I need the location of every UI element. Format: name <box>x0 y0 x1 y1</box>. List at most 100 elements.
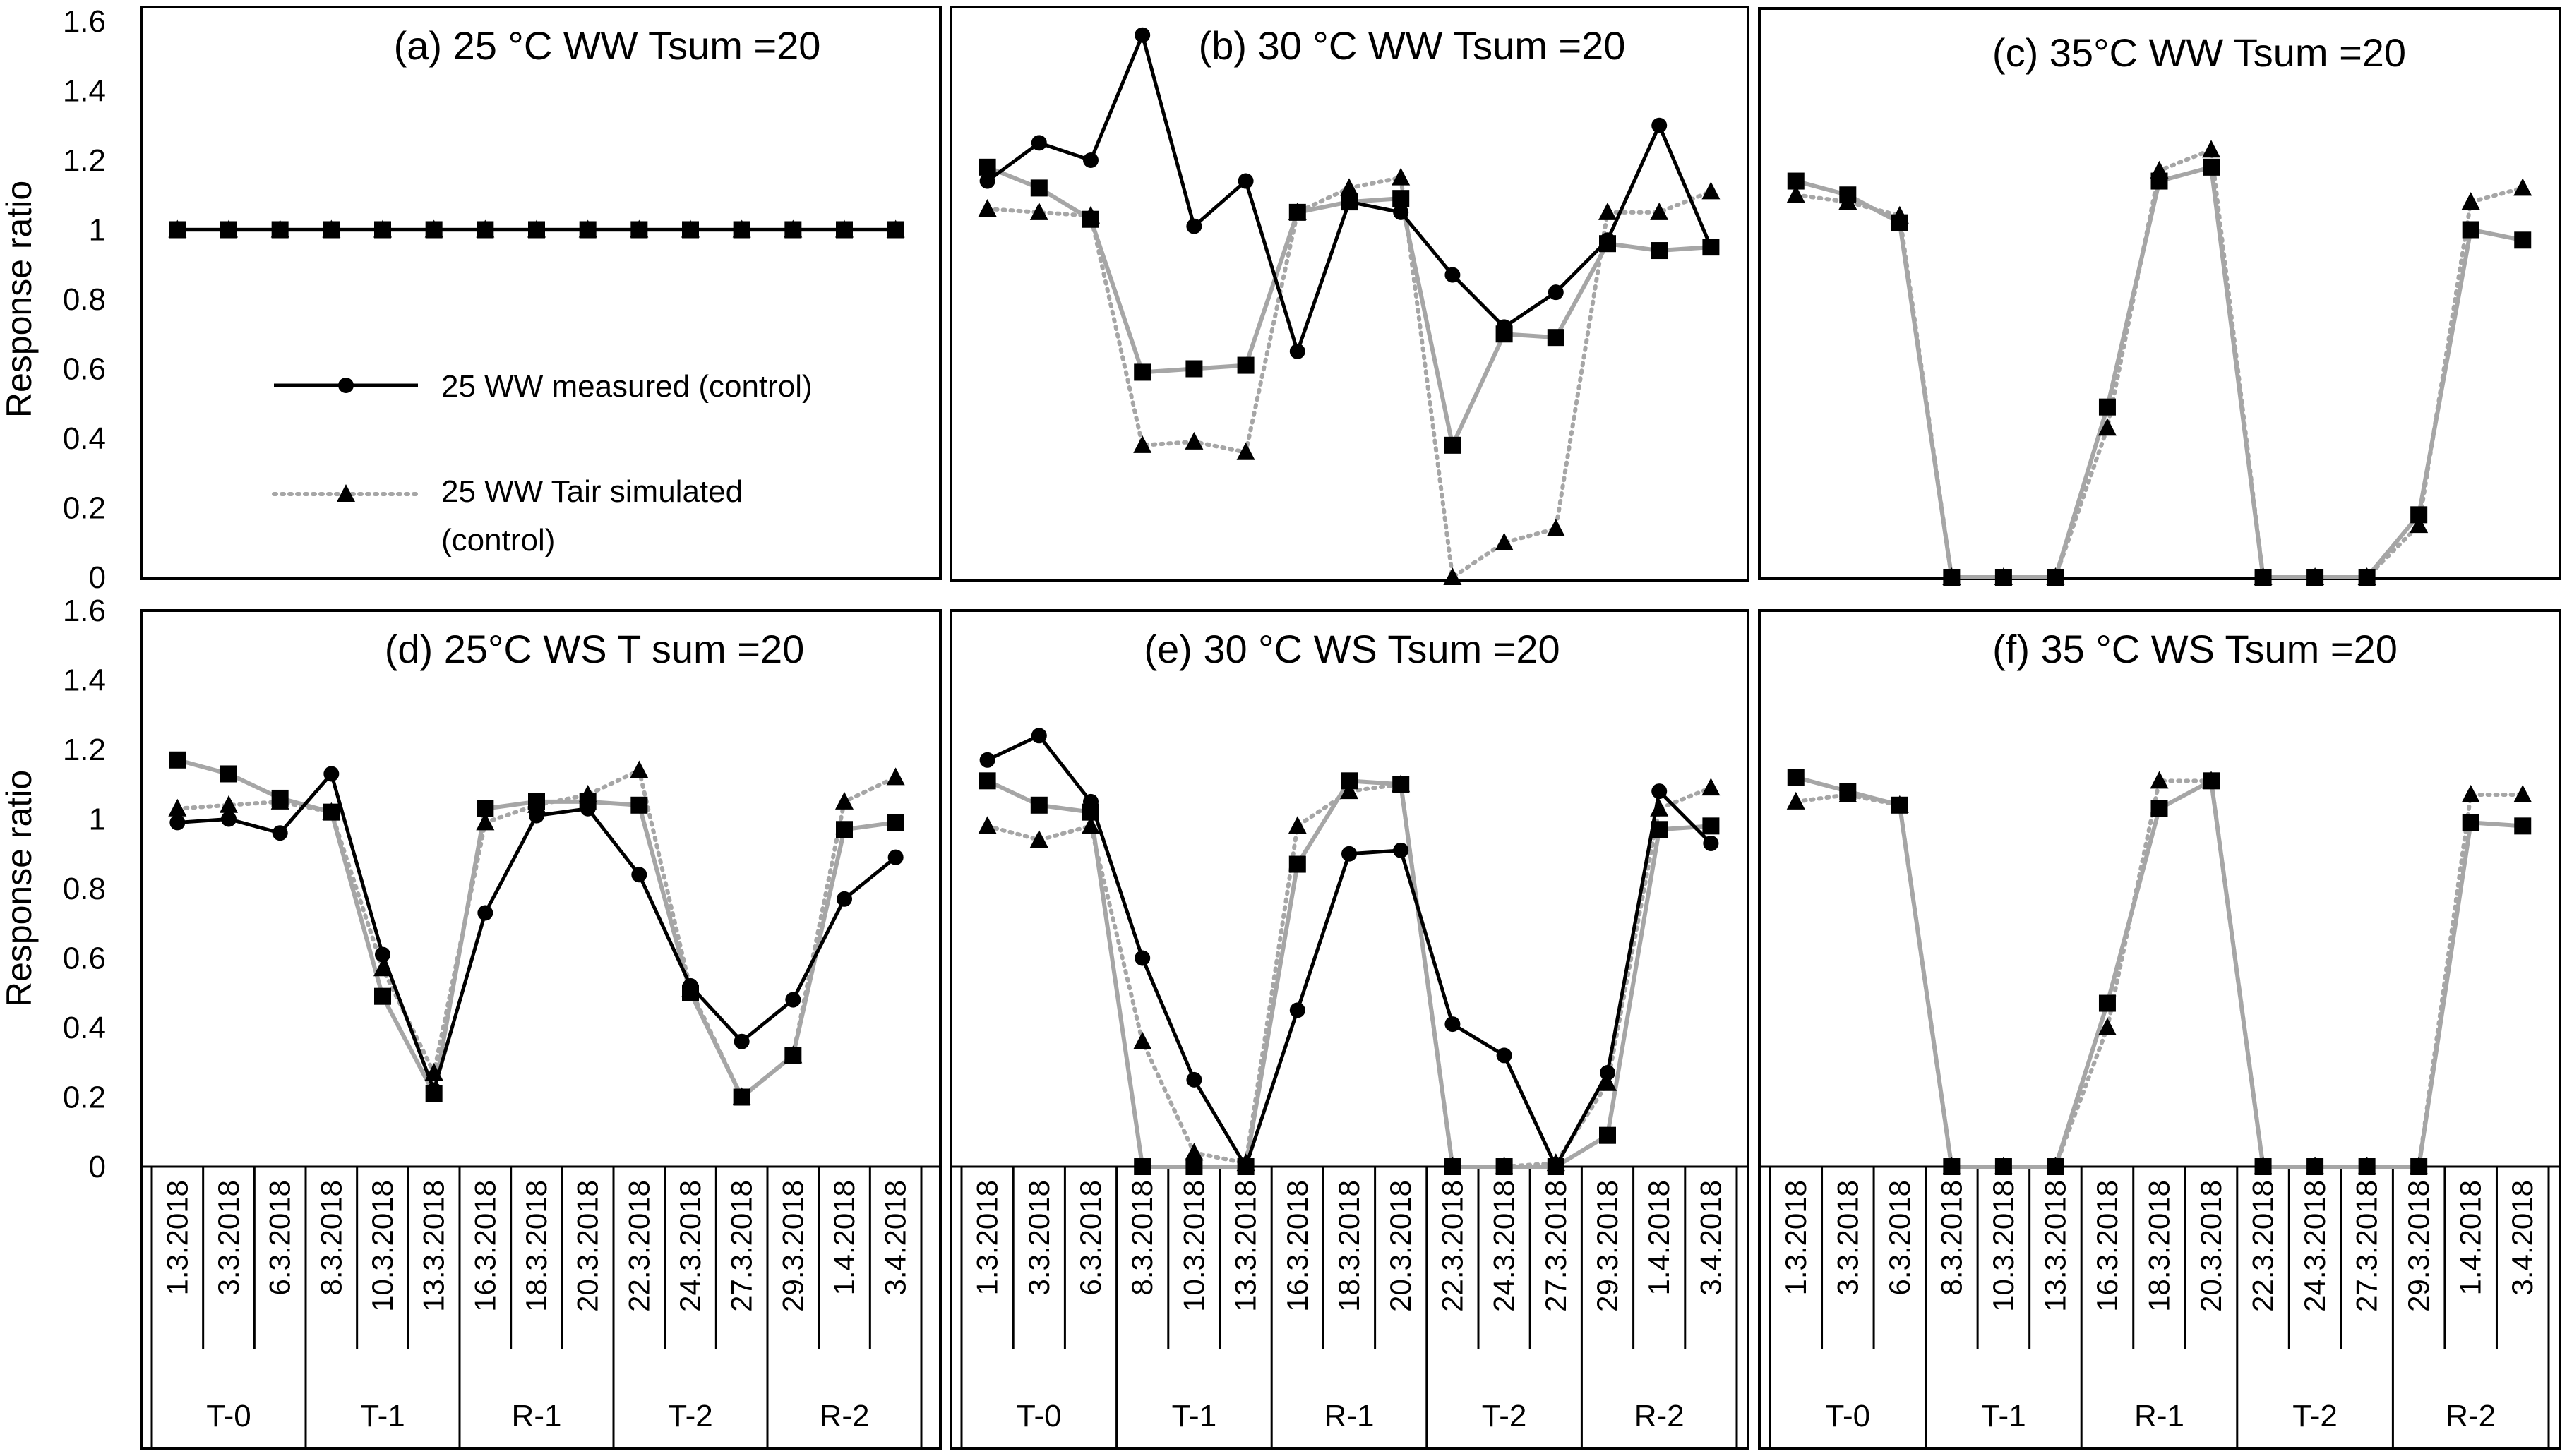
data-point-triangle <box>1598 1073 1617 1091</box>
y-tick-label: 1.6 <box>63 594 106 628</box>
data-point-square <box>1392 190 1410 207</box>
x-tick-label: 16.3.2018 <box>1281 1180 1314 1312</box>
data-point-triangle <box>1994 1157 2013 1174</box>
legend-marker-circle <box>338 378 354 393</box>
x-tick-label: 24.3.2018 <box>674 1180 707 1312</box>
x-group-label: T-1 <box>1172 1399 1217 1433</box>
x-tick-label: 3.3.2018 <box>1831 1180 1864 1296</box>
data-point-square <box>1288 855 1306 873</box>
data-point-triangle <box>1392 167 1411 186</box>
data-point-square <box>2462 814 2479 831</box>
data-point-triangle <box>476 812 495 831</box>
x-group-label: T-2 <box>1482 1399 1527 1433</box>
data-point-circle <box>887 849 904 865</box>
data-point-triangle <box>1942 567 1961 585</box>
data-point-triangle <box>1392 774 1411 793</box>
data-point-square <box>887 814 904 831</box>
x-tick-label: 3.3.2018 <box>1022 1180 1055 1296</box>
data-point-triangle <box>1598 202 1617 220</box>
data-point-square <box>2098 994 2116 1012</box>
data-point-triangle <box>373 958 392 977</box>
data-point-square <box>1702 817 1720 835</box>
data-point-triangle <box>1029 830 1048 848</box>
data-point-circle <box>1031 728 1047 744</box>
series-line <box>985 782 1713 1169</box>
data-point-square <box>979 772 996 790</box>
data-point-square <box>1787 172 1805 190</box>
y-tick-label: 1.6 <box>63 4 106 39</box>
data-point-triangle <box>784 1045 803 1064</box>
x-tick-label: 1.4.2018 <box>2454 1180 2487 1296</box>
data-point-triangle <box>2098 418 2117 436</box>
x-group-label: R-1 <box>1324 1399 1375 1433</box>
data-point-triangle <box>2410 1157 2429 1174</box>
x-tick-label: 29.3.2018 <box>776 1180 809 1312</box>
y-tick-label: 1 <box>89 213 106 248</box>
data-point-circle <box>1496 1047 1512 1064</box>
data-point-triangle <box>1340 781 1358 800</box>
data-point-circle <box>734 222 750 238</box>
x-tick-label: 18.3.2018 <box>2143 1180 2176 1312</box>
data-point-triangle <box>1185 1143 1204 1161</box>
x-tick-label: 3.4.2018 <box>1694 1180 1727 1296</box>
data-point-square <box>1599 1126 1616 1144</box>
data-point-circle <box>1289 1002 1305 1018</box>
data-point-triangle <box>1650 202 1669 220</box>
data-point-circle <box>580 800 596 817</box>
data-point-circle <box>979 173 995 189</box>
data-point-circle <box>477 222 493 238</box>
data-point-triangle <box>2046 567 2065 585</box>
data-point-circle <box>734 1033 750 1049</box>
x-tick-label: 20.3.2018 <box>2194 1180 2227 1312</box>
data-point-circle <box>272 825 288 841</box>
data-point-triangle <box>1236 442 1255 460</box>
y-tick-label: 1.2 <box>63 733 106 767</box>
x-tick-label: 16.3.2018 <box>468 1180 501 1312</box>
data-point-triangle <box>1288 202 1307 220</box>
y-tick-label: 0.2 <box>63 1081 106 1115</box>
x-tick-label: 1.4.2018 <box>827 1180 861 1296</box>
data-point-triangle <box>220 795 238 813</box>
data-point-triangle <box>1340 178 1358 196</box>
data-point-triangle <box>1701 181 1721 200</box>
x-tick-label: 8.3.2018 <box>1125 1180 1159 1296</box>
x-tick-label: 27.3.2018 <box>1539 1180 1572 1312</box>
x-tick-label: 1.3.2018 <box>1779 1180 1812 1296</box>
data-point-triangle <box>1786 185 1805 203</box>
data-point-triangle <box>1701 778 1721 796</box>
x-group-label: T-1 <box>360 1399 405 1433</box>
data-point-triangle <box>1082 816 1100 834</box>
series-line <box>1795 775 2523 1169</box>
data-point-square <box>220 765 237 783</box>
panel-title: (d) 25°C WS T sum =20 <box>385 627 805 671</box>
data-point-square <box>2462 221 2479 239</box>
x-tick-label: 16.3.2018 <box>2090 1180 2124 1312</box>
data-point-circle <box>1135 950 1151 966</box>
data-point-triangle <box>1443 1157 1462 1174</box>
data-point-circle <box>1083 152 1099 168</box>
data-point-triangle <box>168 798 187 817</box>
x-tick-label: 29.3.2018 <box>2402 1180 2435 1312</box>
x-tick-label: 20.3.2018 <box>571 1180 604 1312</box>
panel-frame <box>1758 7 2561 580</box>
data-point-circle <box>683 977 698 994</box>
data-point-square <box>1787 769 1805 786</box>
data-point-triangle <box>2513 785 2532 803</box>
data-point-circle <box>529 222 544 238</box>
data-point-circle <box>1289 343 1305 359</box>
data-point-square <box>836 821 853 838</box>
data-point-circle <box>1600 1065 1615 1081</box>
data-point-circle <box>169 222 186 238</box>
data-point-triangle <box>1288 816 1307 834</box>
panel-frame <box>950 609 1749 1450</box>
x-tick-label: 24.3.2018 <box>2298 1180 2331 1312</box>
data-point-circle <box>979 752 995 768</box>
y-tick-label: 1.4 <box>63 663 106 698</box>
data-point-circle <box>1083 793 1099 810</box>
data-point-triangle <box>1786 791 1805 810</box>
data-point-circle <box>1393 204 1409 220</box>
x-group-label: T-2 <box>2292 1399 2338 1433</box>
data-point-triangle <box>1185 431 1204 450</box>
x-group-label: R-1 <box>512 1399 562 1433</box>
x-tick-label: 27.3.2018 <box>2350 1180 2383 1312</box>
